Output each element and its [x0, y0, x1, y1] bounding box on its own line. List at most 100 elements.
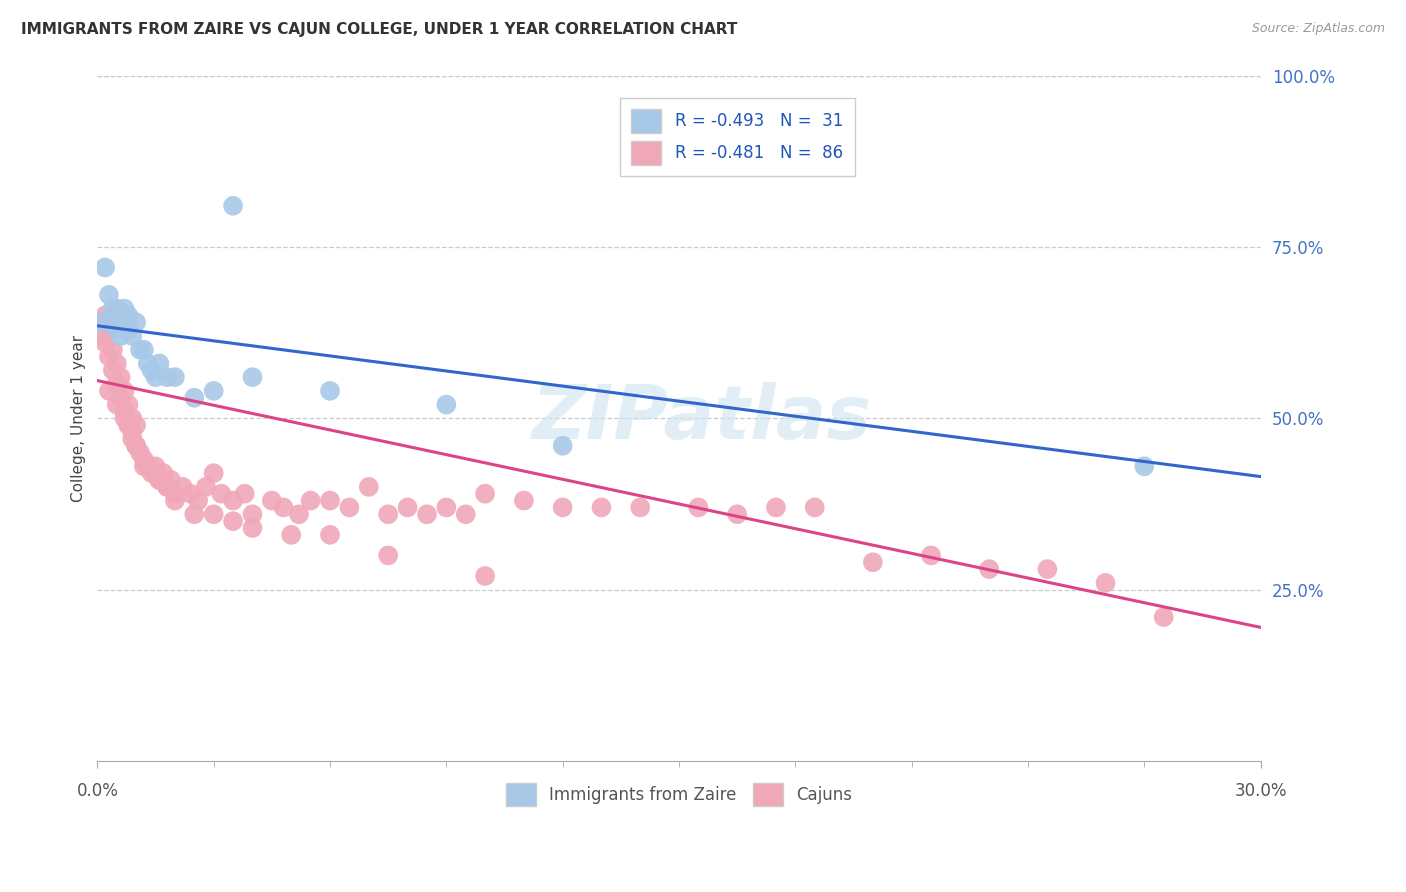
Point — [474, 569, 496, 583]
Point — [357, 480, 380, 494]
Point — [242, 370, 264, 384]
Point — [434, 500, 457, 515]
Point — [114, 411, 136, 425]
Y-axis label: College, Under 1 year: College, Under 1 year — [72, 334, 86, 502]
Point — [416, 508, 439, 522]
Point — [474, 486, 496, 500]
Point — [551, 439, 574, 453]
Point — [1153, 610, 1175, 624]
Point — [125, 315, 148, 329]
Point — [125, 439, 148, 453]
Point — [288, 508, 311, 522]
Point — [1036, 562, 1059, 576]
Point — [94, 335, 117, 350]
Point — [105, 398, 128, 412]
Text: ZIPatlas: ZIPatlas — [533, 382, 872, 455]
Point — [591, 500, 613, 515]
Point — [148, 356, 170, 370]
Point — [121, 329, 143, 343]
Point — [110, 329, 132, 343]
Point — [396, 500, 419, 515]
Point — [117, 309, 139, 323]
Point — [260, 493, 283, 508]
Point — [222, 493, 245, 508]
Point — [90, 315, 112, 329]
Point — [179, 486, 201, 500]
Point — [280, 528, 302, 542]
Point — [148, 473, 170, 487]
Point — [803, 500, 825, 515]
Point — [145, 459, 167, 474]
Point — [183, 508, 205, 522]
Point — [145, 466, 167, 480]
Point — [121, 411, 143, 425]
Point — [136, 459, 159, 474]
Point — [194, 480, 217, 494]
Point — [299, 493, 322, 508]
Point — [110, 391, 132, 405]
Point — [141, 466, 163, 480]
Point — [105, 377, 128, 392]
Point — [145, 370, 167, 384]
Point — [101, 315, 124, 329]
Point — [90, 329, 112, 343]
Point — [94, 260, 117, 275]
Point — [105, 356, 128, 370]
Point — [862, 555, 884, 569]
Point — [242, 521, 264, 535]
Point — [110, 370, 132, 384]
Point — [273, 500, 295, 515]
Point — [117, 418, 139, 433]
Point — [117, 322, 139, 336]
Point — [114, 404, 136, 418]
Point — [163, 493, 186, 508]
Point — [160, 473, 183, 487]
Point — [148, 473, 170, 487]
Legend: Immigrants from Zaire, Cajuns: Immigrants from Zaire, Cajuns — [498, 774, 860, 814]
Point — [242, 508, 264, 522]
Point — [105, 322, 128, 336]
Point — [222, 514, 245, 528]
Point — [129, 445, 152, 459]
Point — [209, 486, 232, 500]
Point — [377, 508, 399, 522]
Point — [202, 466, 225, 480]
Point — [105, 301, 128, 316]
Point — [319, 384, 342, 398]
Point — [1133, 459, 1156, 474]
Point — [551, 500, 574, 515]
Point — [233, 486, 256, 500]
Point — [94, 309, 117, 323]
Point — [132, 459, 155, 474]
Point — [117, 398, 139, 412]
Point — [141, 363, 163, 377]
Point — [628, 500, 651, 515]
Point — [152, 466, 174, 480]
Text: IMMIGRANTS FROM ZAIRE VS CAJUN COLLEGE, UNDER 1 YEAR CORRELATION CHART: IMMIGRANTS FROM ZAIRE VS CAJUN COLLEGE, … — [21, 22, 738, 37]
Point — [129, 343, 152, 357]
Point — [1094, 575, 1116, 590]
Point — [979, 562, 1001, 576]
Point — [163, 486, 186, 500]
Text: Source: ZipAtlas.com: Source: ZipAtlas.com — [1251, 22, 1385, 36]
Point — [187, 493, 209, 508]
Point — [454, 508, 477, 522]
Point — [202, 384, 225, 398]
Point — [98, 288, 121, 302]
Point — [920, 549, 942, 563]
Point — [114, 384, 136, 398]
Point — [136, 459, 159, 474]
Point — [90, 315, 112, 329]
Point — [110, 309, 132, 323]
Point — [172, 480, 194, 494]
Point — [101, 301, 124, 316]
Point — [101, 343, 124, 357]
Point — [125, 439, 148, 453]
Point — [125, 418, 148, 433]
Point — [114, 315, 136, 329]
Point — [513, 493, 536, 508]
Point — [132, 452, 155, 467]
Point — [319, 528, 342, 542]
Point — [688, 500, 710, 515]
Point — [339, 500, 361, 515]
